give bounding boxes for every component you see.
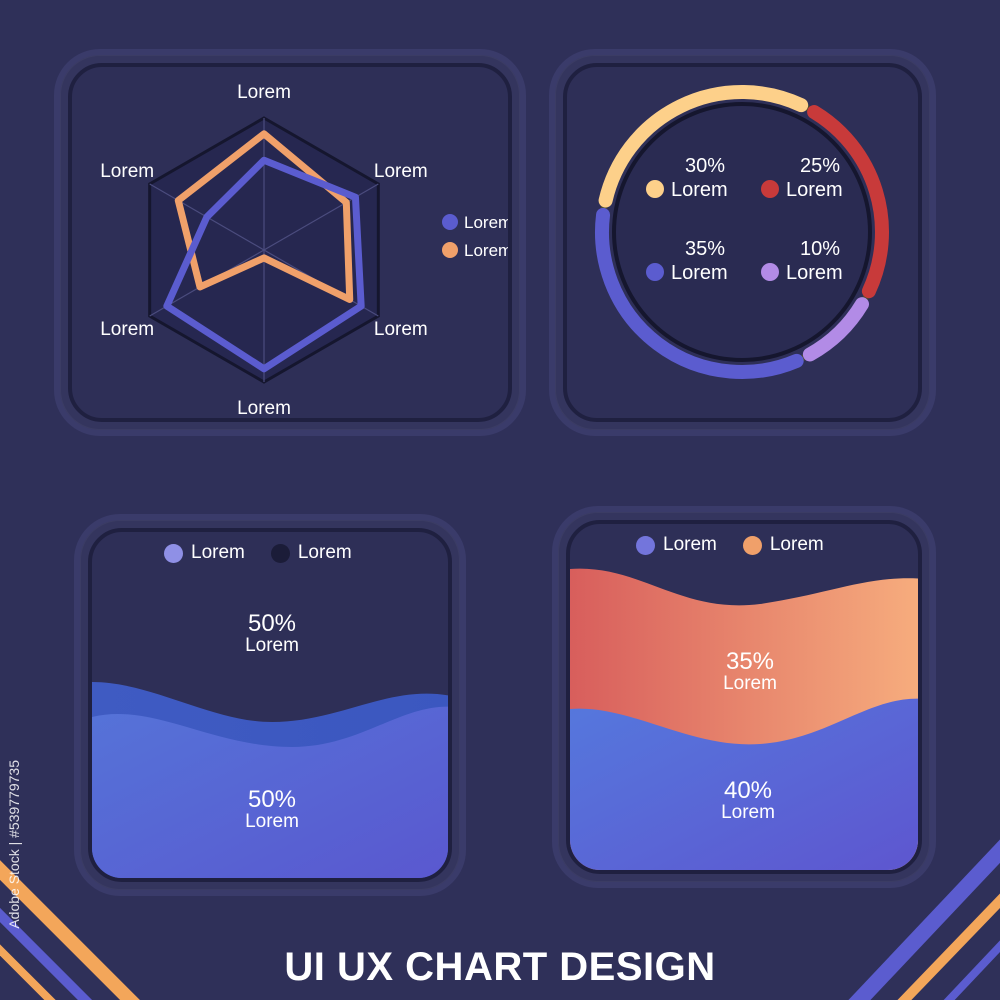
donut-slice-label: Lorem: [786, 262, 843, 284]
legend-dot-icon: [270, 543, 290, 563]
legend-dot-icon: [164, 543, 183, 563]
stock-watermark: Adobe Stock | #539779735: [6, 760, 22, 929]
area-label-bottom: 40% Lorem: [698, 777, 798, 823]
area-label-top: 50% Lorem: [222, 610, 322, 656]
legend-label: Lorem: [464, 213, 512, 232]
radar-series-polygon: [163, 156, 365, 373]
donut-slice: [595, 207, 804, 379]
radar-chart: Lorem Lorem Lorem Lorem Lorem Lorem Lorem Lorem: [100, 82, 512, 419]
legend-item: Lorem: [164, 542, 245, 564]
legend-dot-icon: [646, 263, 664, 281]
radar-spoke: [263, 183, 379, 251]
legend-dot-icon: [442, 242, 458, 258]
percent-label: 40%: [723, 777, 773, 804]
legend-dot-icon: [761, 263, 779, 281]
series-label: Lorem: [245, 811, 299, 832]
legend-label: Lorem: [464, 241, 512, 260]
legend-dot-icon: [636, 535, 655, 555]
donut-slice-label: Lorem: [786, 179, 843, 201]
percent-label: 35%: [725, 648, 775, 675]
radar-axis-label: Lorem: [100, 319, 154, 340]
donut-percent-label: 35%: [685, 238, 725, 260]
radar-axis-label: Lorem: [374, 161, 428, 182]
area-series-front: [92, 706, 448, 878]
area-chart-2: [570, 568, 918, 870]
legend-label: Lorem: [663, 534, 717, 555]
legend-dot-icon: [646, 180, 664, 198]
legend-item: Lorem: [636, 534, 717, 556]
donut-slice: [802, 297, 870, 362]
area-chart-panel-2: Lorem Lorem 35% Lorem 40% Lorem: [566, 520, 922, 874]
left-stripes: [0, 860, 140, 1000]
legend-label: Lorem: [191, 542, 245, 563]
donut-slice: [807, 104, 889, 299]
area-chart-1-legend: Lorem Lorem: [164, 542, 352, 564]
page-title: UI UX CHART DESIGN: [284, 945, 716, 989]
legend-dot-icon: [442, 214, 458, 230]
percent-label: 50%: [247, 786, 297, 813]
right-stripes: [848, 839, 1000, 1000]
radar-axis-label: Lorem: [100, 161, 154, 182]
area-chart-panel-1: Lorem Lorem 50% Lorem 50% Lorem: [88, 528, 452, 882]
legend-item: Lorem: [270, 542, 352, 564]
radar-axis-label: Lorem: [374, 319, 428, 340]
radar-chart-panel: Lorem Lorem Lorem Lorem Lorem Lorem Lorem Lorem: [68, 63, 512, 422]
donut-slice-label: Lorem: [671, 262, 728, 284]
legend-dot-icon: [742, 535, 762, 555]
area-chart-2-legend: Lorem Lorem: [636, 534, 824, 556]
donut-percent-label: 30%: [685, 155, 725, 177]
donut-center: [612, 102, 872, 362]
area-label-top: 35% Lorem: [700, 648, 800, 694]
donut-chart-card: 30% Lorem 25% Lorem 35% Lorem 10% Lorem: [555, 55, 930, 430]
legend-item: Lorem: [742, 534, 824, 556]
radar-chart-card: Lorem Lorem Lorem Lorem Lorem Lorem Lorem Lorem: [60, 55, 520, 430]
donut-slice: [598, 85, 809, 208]
donut-percent-label: 10%: [800, 238, 840, 260]
legend-dot-icon: [761, 180, 779, 198]
percent-label: 50%: [247, 610, 297, 637]
radar-axis-label: Lorem: [237, 82, 291, 103]
area-series-bottom: [570, 698, 918, 870]
legend-label: Lorem: [769, 534, 824, 555]
donut-chart-panel: 30% Lorem 25% Lorem 35% Lorem 10% Lorem: [563, 63, 922, 422]
area-chart-card-2: Lorem Lorem 35% Lorem 40% Lorem: [558, 512, 930, 882]
series-label: Lorem: [245, 635, 299, 656]
series-label: Lorem: [721, 802, 775, 823]
radar-series-polygon: [174, 130, 354, 303]
series-label: Lorem: [723, 673, 777, 694]
area-label-bottom: 50% Lorem: [222, 786, 322, 832]
area-chart-1: [92, 682, 448, 878]
legend-label: Lorem: [297, 542, 352, 563]
donut-percent-label: 25%: [800, 155, 840, 177]
area-chart-card-1: Lorem Lorem 50% Lorem 50% Lorem: [80, 520, 460, 890]
radar-axis-label: Lorem: [237, 398, 291, 419]
donut-slice-label: Lorem: [671, 179, 728, 201]
